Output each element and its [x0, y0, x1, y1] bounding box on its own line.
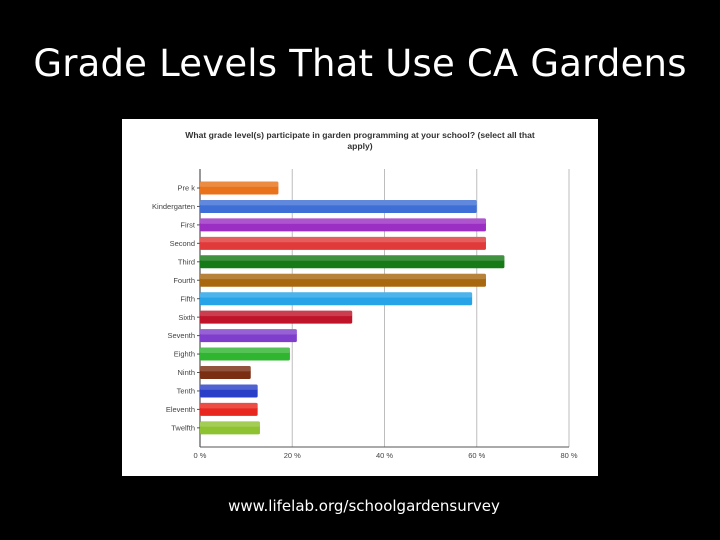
x-tick-label: 40 % [376, 451, 393, 460]
chart-panel: What grade level(s) participate in garde… [122, 119, 598, 476]
slide-title: Grade Levels That Use CA Gardens [33, 42, 687, 85]
bar-highlight [200, 421, 260, 427]
bar-sixth [200, 310, 353, 324]
category-label: Seventh [167, 331, 195, 340]
source-url[interactable]: www.lifelab.org/schoolgardensurvey [228, 497, 500, 515]
bar-highlight [200, 236, 486, 243]
bar-highlight [200, 384, 258, 390]
category-label: Sixth [178, 313, 195, 322]
category-label: Kindergarten [152, 202, 195, 211]
bar-third [200, 255, 505, 269]
x-tick-label: 60 % [468, 451, 485, 460]
bar-highlight [200, 347, 290, 353]
category-label: Second [170, 239, 195, 248]
bar-first [200, 218, 486, 232]
category-label: Eighth [174, 350, 195, 359]
bar-highlight [200, 366, 251, 372]
bar-eleventh [200, 402, 258, 416]
bar-eighth [200, 347, 290, 361]
bar-highlight [200, 199, 477, 206]
bar-highlight [200, 292, 473, 298]
bar-highlight [200, 255, 505, 261]
bar-highlight [200, 329, 297, 335]
bar-tenth [200, 384, 258, 398]
bar-pre-k [200, 181, 279, 195]
category-label: Pre k [177, 184, 195, 193]
category-label: Eleventh [166, 405, 195, 414]
bar-highlight [200, 402, 258, 409]
category-label: First [180, 221, 195, 230]
x-tick-label: 80 % [560, 451, 577, 460]
x-tick-label: 0 % [194, 451, 207, 460]
bar-fifth [200, 292, 473, 306]
bar-kindergarten [200, 199, 477, 213]
bar-fourth [200, 273, 486, 287]
bar-highlight [200, 218, 486, 224]
category-label: Fifth [180, 294, 195, 303]
bar-highlight [200, 310, 353, 317]
bar-seventh [200, 329, 297, 343]
bar-twelfth [200, 421, 260, 435]
category-label: Third [178, 257, 195, 266]
x-tick-label: 20 % [284, 451, 301, 460]
bar-highlight [200, 273, 486, 280]
category-label: Ninth [177, 368, 195, 377]
bar-ninth [200, 366, 251, 379]
bar-second [200, 236, 486, 250]
chart-title-line: apply) [347, 141, 372, 151]
category-label: Tenth [177, 387, 195, 396]
bar-chart: What grade level(s) participate in garde… [152, 130, 578, 460]
chart-title-line: What grade level(s) participate in garde… [185, 130, 535, 140]
category-label: Twelfth [171, 423, 195, 432]
category-label: Fourth [173, 276, 195, 285]
bar-highlight [200, 181, 279, 187]
